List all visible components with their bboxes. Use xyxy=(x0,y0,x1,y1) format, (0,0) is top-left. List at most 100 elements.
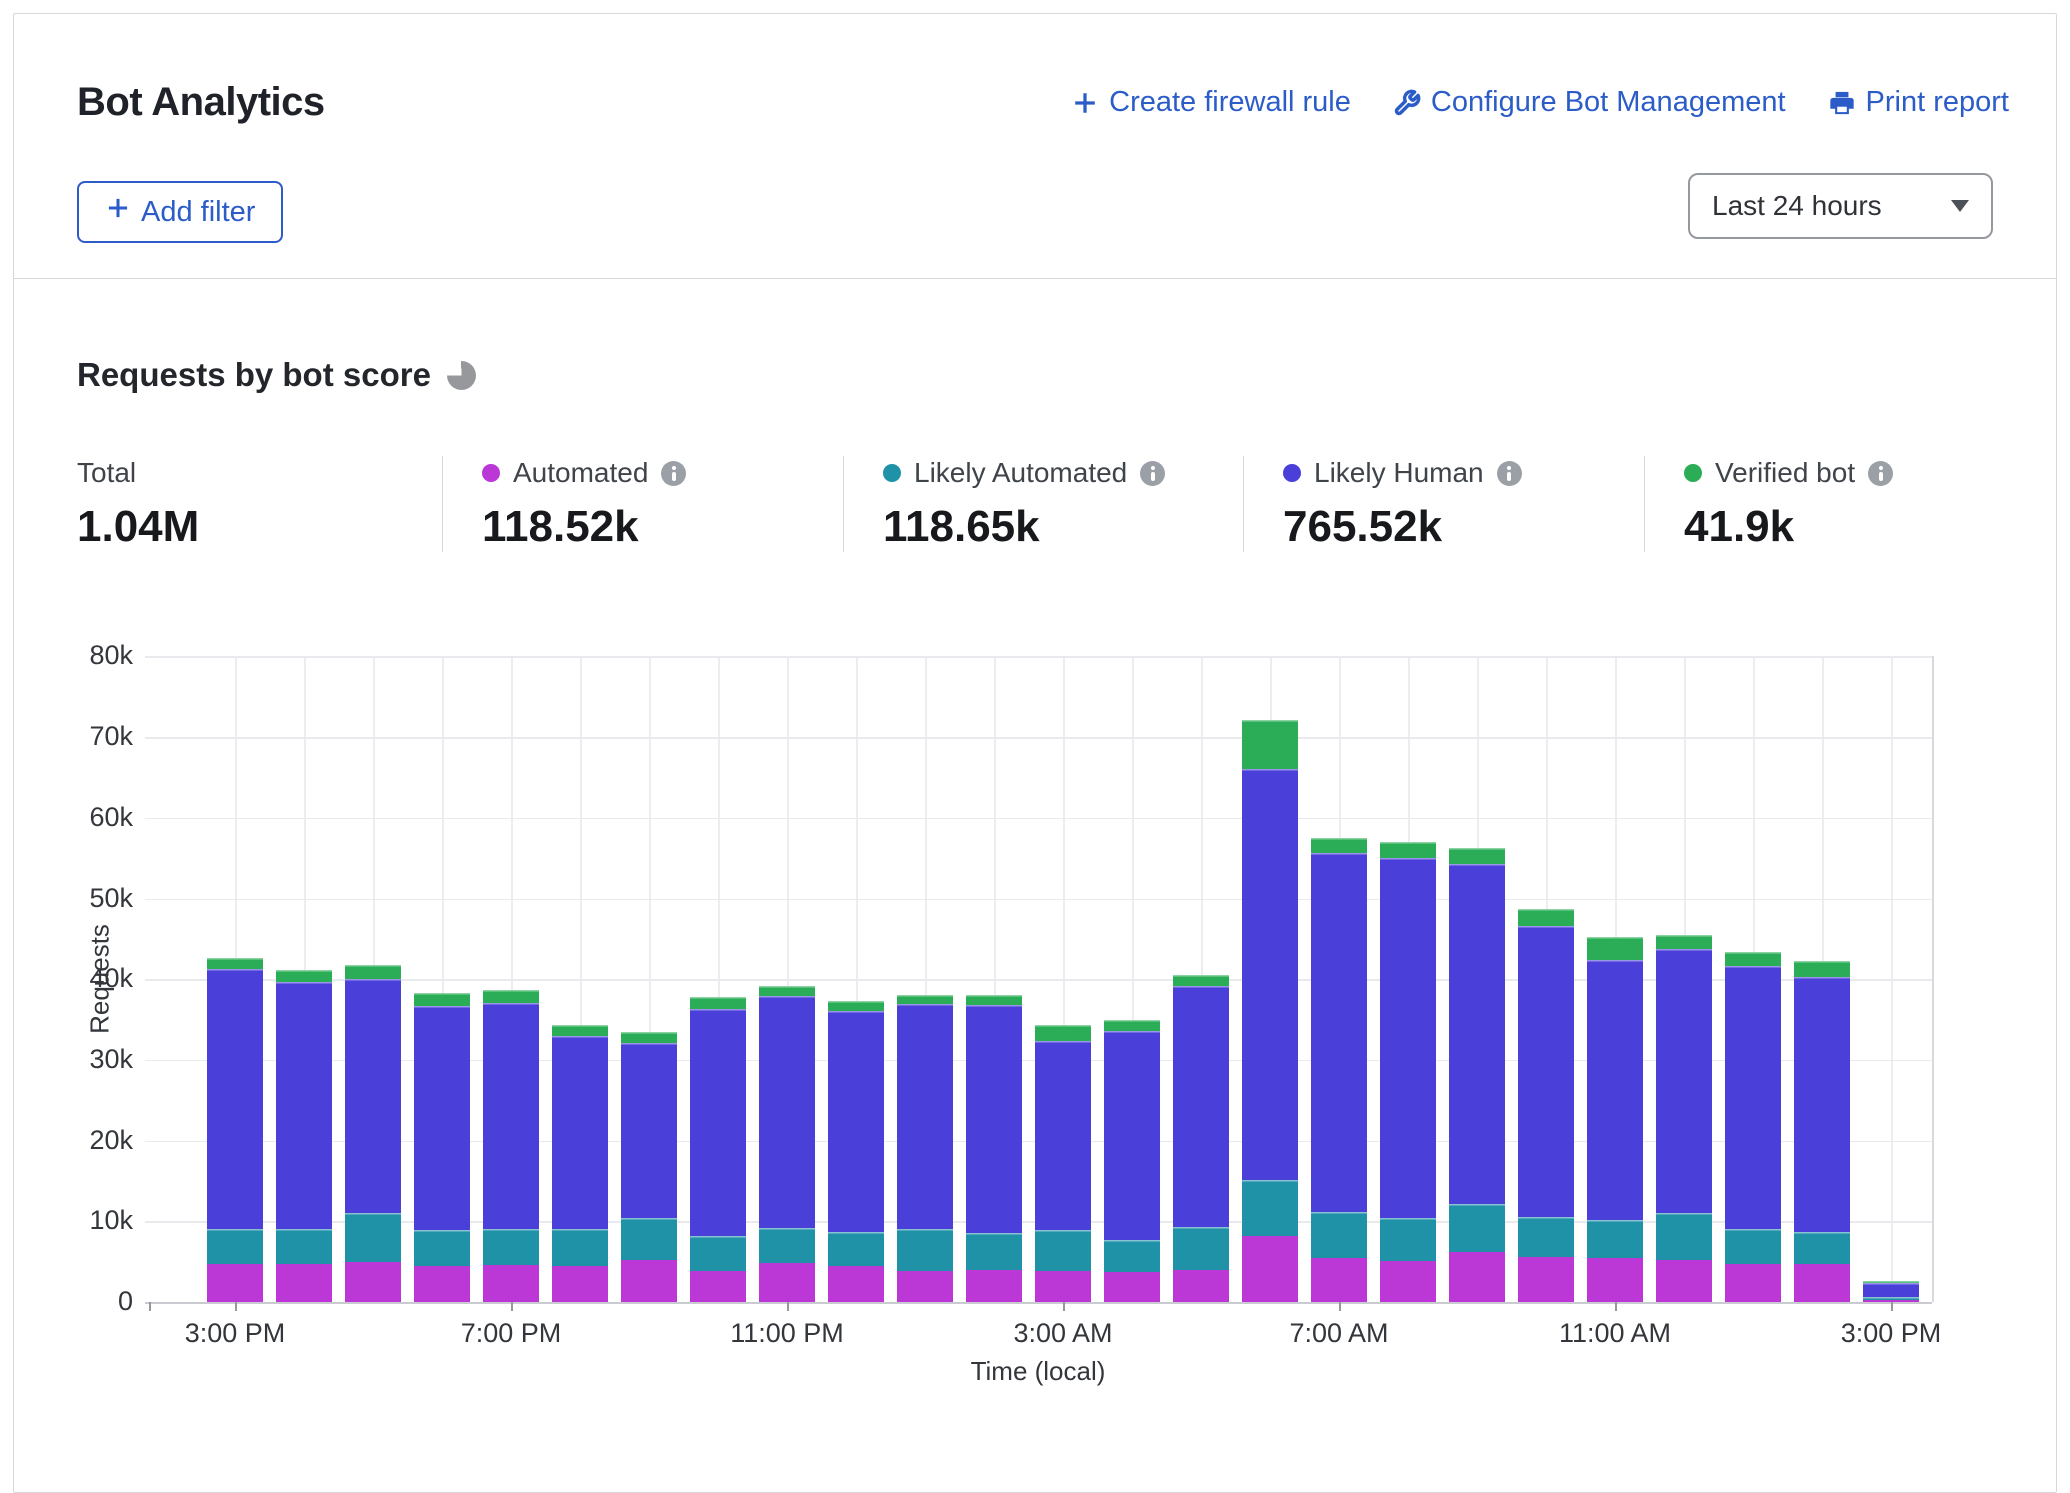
bar-200am-likely-human[interactable] xyxy=(966,1005,1022,1233)
bar-400pm-likely-human[interactable] xyxy=(276,981,332,1229)
bar-200pm-verified-bot[interactable] xyxy=(1794,960,1850,977)
bar-1200pm-automated[interactable] xyxy=(1656,1260,1712,1302)
bar-400pm-likely-automated[interactable] xyxy=(276,1228,332,1265)
bar-900pm-likely-human[interactable] xyxy=(621,1042,677,1219)
add-filter-button[interactable]: Add filter xyxy=(77,181,284,243)
bar-1200am-verified-bot[interactable] xyxy=(828,1000,884,1012)
bar-300am-likely-automated[interactable] xyxy=(1035,1230,1091,1272)
bar-1200am-likely-human[interactable] xyxy=(828,1011,884,1232)
bar-300pm-likely-automated[interactable] xyxy=(207,1229,263,1265)
bar-700pm-verified-bot[interactable] xyxy=(483,990,539,1003)
bar-1000pm-verified-bot[interactable] xyxy=(690,996,746,1010)
bar-300pm-automated[interactable] xyxy=(207,1264,263,1302)
bar-100pm-likely-human[interactable] xyxy=(1725,966,1781,1229)
bar-1000am-verified-bot[interactable] xyxy=(1518,908,1574,926)
bar-700pm-likely-automated[interactable] xyxy=(483,1229,539,1265)
bar-800am-likely-automated[interactable] xyxy=(1380,1218,1436,1261)
bar-300pm-likely-automated[interactable] xyxy=(1863,1297,1919,1300)
bar-500pm-verified-bot[interactable] xyxy=(345,965,401,980)
bar-200pm-likely-human[interactable] xyxy=(1794,976,1850,1232)
bar-300am-verified-bot[interactable] xyxy=(1035,1025,1091,1041)
bar-800am-verified-bot[interactable] xyxy=(1380,842,1436,859)
bar-1100am-automated[interactable] xyxy=(1587,1258,1643,1302)
bar-1200am-likely-automated[interactable] xyxy=(828,1231,884,1267)
bar-500pm-automated[interactable] xyxy=(345,1261,401,1302)
bar-1200pm-likely-automated[interactable] xyxy=(1656,1213,1712,1261)
bar-600am-verified-bot[interactable] xyxy=(1242,720,1298,769)
info-icon[interactable] xyxy=(1496,460,1522,486)
bar-800pm-verified-bot[interactable] xyxy=(552,1025,608,1036)
bar-300am-likely-human[interactable] xyxy=(1035,1040,1091,1231)
time-range-dropdown[interactable]: Last 24 hours xyxy=(1688,173,1993,239)
bar-400am-verified-bot[interactable] xyxy=(1104,1020,1160,1031)
bar-400pm-verified-bot[interactable] xyxy=(276,969,332,982)
bar-700pm-automated[interactable] xyxy=(483,1264,539,1302)
bar-100am-verified-bot[interactable] xyxy=(897,994,953,1005)
bar-600pm-likely-automated[interactable] xyxy=(414,1230,470,1267)
bar-100pm-automated[interactable] xyxy=(1725,1264,1781,1302)
bar-700am-automated[interactable] xyxy=(1311,1258,1367,1302)
bar-300pm-verified-bot[interactable] xyxy=(1863,1281,1919,1283)
bar-200pm-likely-automated[interactable] xyxy=(1794,1231,1850,1265)
bar-1000am-likely-automated[interactable] xyxy=(1518,1217,1574,1257)
bar-500am-verified-bot[interactable] xyxy=(1173,975,1229,986)
bar-100am-likely-automated[interactable] xyxy=(897,1228,953,1271)
bar-1100pm-likely-automated[interactable] xyxy=(759,1227,815,1264)
bar-900am-verified-bot[interactable] xyxy=(1449,848,1505,864)
bar-1100pm-verified-bot[interactable] xyxy=(759,986,815,997)
bar-400pm-automated[interactable] xyxy=(276,1264,332,1302)
info-icon[interactable] xyxy=(1868,460,1894,486)
bar-800am-likely-human[interactable] xyxy=(1380,858,1436,1219)
bar-1000pm-likely-human[interactable] xyxy=(690,1009,746,1236)
bar-600am-automated[interactable] xyxy=(1242,1235,1298,1302)
bar-600pm-likely-human[interactable] xyxy=(414,1005,470,1231)
action-link-print-report[interactable]: Print report xyxy=(1828,86,2009,119)
bar-600am-likely-human[interactable] xyxy=(1242,768,1298,1181)
bar-900pm-verified-bot[interactable] xyxy=(621,1032,677,1043)
bar-600pm-automated[interactable] xyxy=(414,1266,470,1302)
bar-1100am-verified-bot[interactable] xyxy=(1587,937,1643,960)
bar-1100am-likely-automated[interactable] xyxy=(1587,1220,1643,1259)
bar-1200pm-likely-human[interactable] xyxy=(1656,949,1712,1214)
bar-100am-automated[interactable] xyxy=(897,1270,953,1302)
bar-400am-likely-human[interactable] xyxy=(1104,1030,1160,1240)
bar-1000am-likely-human[interactable] xyxy=(1518,925,1574,1218)
bar-1100pm-likely-human[interactable] xyxy=(759,996,815,1228)
bar-300am-automated[interactable] xyxy=(1035,1271,1091,1302)
bar-800am-automated[interactable] xyxy=(1380,1260,1436,1302)
bar-700am-likely-automated[interactable] xyxy=(1311,1211,1367,1259)
action-link-create-firewall-rule[interactable]: Create firewall rule xyxy=(1071,86,1351,119)
bar-300pm-likely-human[interactable] xyxy=(1863,1282,1919,1298)
bar-700am-likely-human[interactable] xyxy=(1311,853,1367,1212)
bar-300pm-automated[interactable] xyxy=(1863,1299,1919,1302)
bar-800pm-likely-automated[interactable] xyxy=(552,1229,608,1267)
bar-700am-verified-bot[interactable] xyxy=(1311,837,1367,854)
bar-200pm-automated[interactable] xyxy=(1794,1264,1850,1302)
bar-1000am-automated[interactable] xyxy=(1518,1256,1574,1302)
info-icon[interactable] xyxy=(1140,460,1166,486)
action-link-configure-bot-management[interactable]: Configure Bot Management xyxy=(1393,86,1786,119)
bar-600pm-verified-bot[interactable] xyxy=(414,992,470,1006)
bar-300pm-likely-human[interactable] xyxy=(207,968,263,1230)
bar-1000pm-automated[interactable] xyxy=(690,1271,746,1302)
bar-200am-automated[interactable] xyxy=(966,1269,1022,1302)
bar-800pm-likely-human[interactable] xyxy=(552,1035,608,1230)
bar-1100pm-automated[interactable] xyxy=(759,1263,815,1302)
bar-200am-likely-automated[interactable] xyxy=(966,1232,1022,1270)
bar-500pm-likely-human[interactable] xyxy=(345,979,401,1214)
bar-1000pm-likely-automated[interactable] xyxy=(690,1235,746,1272)
bar-900am-likely-human[interactable] xyxy=(1449,863,1505,1205)
bar-800pm-automated[interactable] xyxy=(552,1266,608,1302)
bar-1100am-likely-human[interactable] xyxy=(1587,959,1643,1221)
bar-1200pm-verified-bot[interactable] xyxy=(1656,934,1712,950)
bar-200am-verified-bot[interactable] xyxy=(966,995,1022,1005)
bar-500am-automated[interactable] xyxy=(1173,1269,1229,1302)
bar-900pm-automated[interactable] xyxy=(621,1260,677,1302)
bar-1200am-automated[interactable] xyxy=(828,1266,884,1302)
bar-500am-likely-human[interactable] xyxy=(1173,985,1229,1227)
bar-900am-automated[interactable] xyxy=(1449,1251,1505,1302)
bar-100pm-likely-automated[interactable] xyxy=(1725,1228,1781,1265)
bar-700pm-likely-human[interactable] xyxy=(483,1002,539,1230)
bar-900am-likely-automated[interactable] xyxy=(1449,1204,1505,1252)
bar-500am-likely-automated[interactable] xyxy=(1173,1226,1229,1270)
